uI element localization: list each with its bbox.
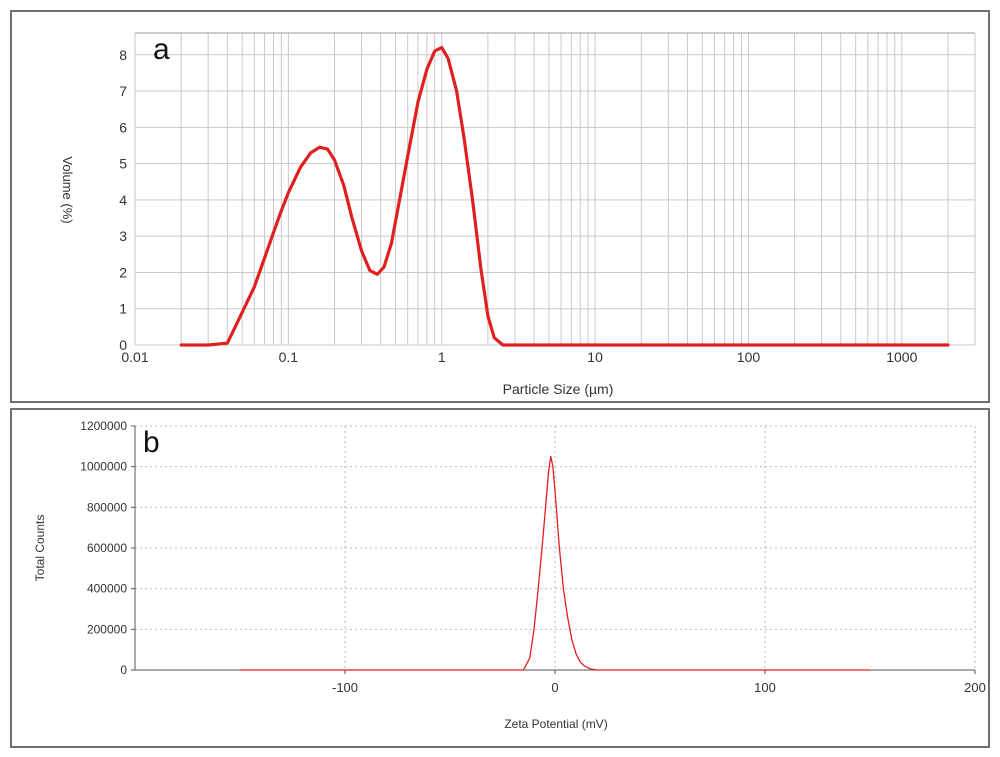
chart-b-x-axis-label: Zeta Potential (mV) xyxy=(504,717,607,731)
chart-a-y-tick-label: 7 xyxy=(119,83,127,99)
chart-a-y-tick-label: 3 xyxy=(119,228,127,244)
chart-b-tick-labels: -100 0 100 200 0 200000 400000 600000 800000 1000… xyxy=(80,419,986,695)
chart-b-series-line xyxy=(240,455,870,671)
chart-b-x-tick-label: -100 xyxy=(332,680,358,695)
chart-b-y-tick-label: 0 xyxy=(120,663,127,677)
chart-a-tick-labels: 0.01 0.1 1 10 100 1000 0 1 2 3 4 5 6 7 8 xyxy=(119,47,917,365)
chart-b-x-tick-label: 100 xyxy=(754,680,776,695)
chart-b-y-tick-label: 1200000 xyxy=(80,419,127,433)
panel-a-frame xyxy=(10,10,990,403)
chart-a-y-axis-label: Volume (%) xyxy=(60,156,75,223)
chart-b-x-tick-label: 200 xyxy=(964,680,986,695)
chart-a-x-tick-label: 1 xyxy=(438,349,446,365)
chart-a-y-tick-label: 0 xyxy=(119,337,127,353)
chart-a-x-tick-label: 0.01 xyxy=(121,349,148,365)
chart-b-x-tick-label: 0 xyxy=(551,680,558,695)
chart-b-series xyxy=(240,455,870,671)
panel-b-frame xyxy=(10,408,990,748)
chart-b-y-axis-label: Total Counts xyxy=(33,515,47,582)
chart-a-y-tick-label: 6 xyxy=(119,119,127,135)
chart-b-y-tick-label: 800000 xyxy=(87,500,127,514)
chart-a-y-tick-label: 8 xyxy=(119,47,127,63)
panel-a-label: a xyxy=(153,33,170,66)
chart-a-y-tick-label: 2 xyxy=(119,264,127,280)
chart-a-y-tick-label: 4 xyxy=(119,192,127,208)
chart-a-x-tick-label: 100 xyxy=(737,349,761,365)
chart-a-x-tick-label: 0.1 xyxy=(279,349,299,365)
chart-a-x-tick-label: 10 xyxy=(587,349,603,365)
chart-a-x-tick-label: 1000 xyxy=(886,349,917,365)
chart-a-series-line xyxy=(179,45,950,347)
chart-a-gridlines xyxy=(134,33,976,346)
chart-a-series xyxy=(179,45,950,347)
chart-b-gridlines xyxy=(135,425,976,670)
chart-b-axes xyxy=(131,425,976,674)
chart-b-y-tick-label: 1000000 xyxy=(80,460,127,474)
chart-a-y-tick-label: 1 xyxy=(119,301,127,317)
chart-a-y-tick-label: 5 xyxy=(119,156,127,172)
chart-a-x-axis-label: Particle Size (µm) xyxy=(503,381,614,397)
chart-b-y-tick-label: 200000 xyxy=(87,622,127,636)
panel-b-label: b xyxy=(143,426,160,459)
chart-b-y-tick-label: 400000 xyxy=(87,582,127,596)
chart-b-y-tick-label: 600000 xyxy=(87,541,127,555)
